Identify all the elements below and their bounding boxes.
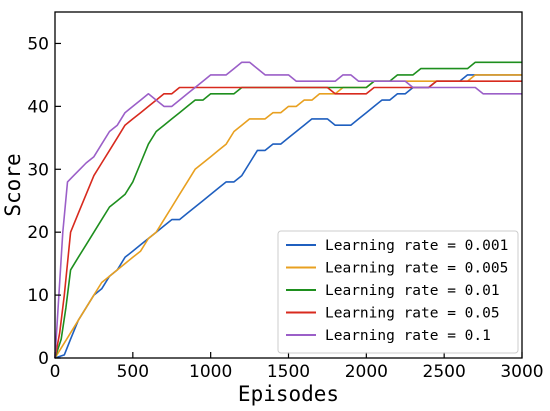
legend-entry: Learning rate = 0.001: [286, 238, 508, 254]
y-tick-label: 0: [38, 349, 49, 369]
x-tick-label: 0: [50, 362, 61, 382]
x-tick-label: 500: [117, 362, 149, 382]
x-tick-label: 1500: [267, 362, 310, 382]
legend-entry: Learning rate = 0.1: [286, 328, 491, 344]
legend-label: Learning rate = 0.005: [325, 261, 508, 277]
series-line-3: [54, 80, 522, 359]
legend-box: [277, 230, 519, 354]
legend-entry: Learning rate = 0.005: [286, 261, 508, 277]
x-axis-title: Episodes: [238, 382, 339, 406]
series-lines-layer: [54, 61, 522, 359]
axis-ticks-layer: 0 500 1000 1500 2000 2500 3000 0 10 20 30 40 50: [27, 34, 543, 382]
y-tick-label: 50: [27, 34, 49, 54]
series-line-4: [54, 61, 522, 359]
y-tick-label: 20: [27, 223, 49, 243]
y-tick-label: 10: [27, 286, 49, 306]
legend-entry: Learning rate = 0.01: [286, 283, 500, 299]
y-tick-label: 30: [27, 160, 49, 180]
x-tick-label: 1000: [189, 362, 232, 382]
legend-label: Learning rate = 0.05: [325, 306, 500, 322]
x-tick-label: 2000: [345, 362, 388, 382]
legend-label: Learning rate = 0.001: [325, 238, 508, 254]
y-axis-title: Score: [1, 153, 25, 216]
legend-label: Learning rate = 0.01: [325, 283, 500, 299]
y-tick-label: 40: [27, 97, 49, 117]
legend-entry: Learning rate = 0.05: [286, 306, 500, 322]
x-tick-label: 3000: [500, 362, 543, 382]
legend: Learning rate = 0.001 Learning rate = 0.…: [277, 230, 519, 354]
x-tick-label: 2500: [423, 362, 466, 382]
legend-label: Learning rate = 0.1: [325, 328, 491, 344]
